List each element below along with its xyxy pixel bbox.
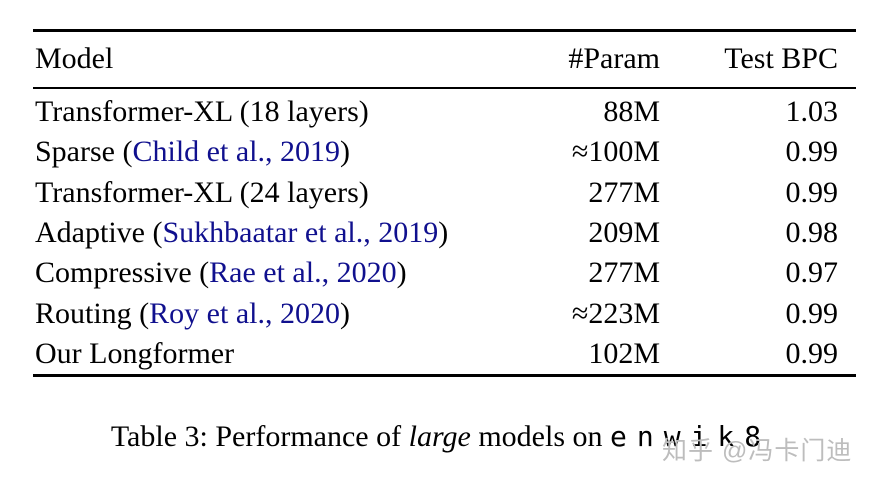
model-name-text: Transformer-XL (18 layers) [35,95,369,129]
bpc-value: 0.99 [785,296,839,330]
model-name-suffix: ) [339,135,350,169]
param-value: 102M [588,336,660,370]
table-row: Our Longformer 102M 0.99 [0,334,882,374]
table-top-rule [33,29,856,32]
table-body: Transformer-XL (18 layers) 88M 1.03 Spar… [0,92,882,374]
model-name-text: Transformer-XL (24 layers) [35,175,369,209]
table-header-row: Model #Param Test BPC [0,31,882,87]
param-value: ≈100M [571,135,660,169]
model-name-prefix: Sparse ( [35,135,133,169]
bpc-value: 0.98 [785,215,839,249]
model-name-suffix: ) [438,215,449,249]
caption-middle: models on [470,420,610,453]
model-name: Compressive (Rae et al., 2020) [35,258,407,288]
model-name: Sparse (Child et al., 2019) [35,137,350,167]
bpc-value: 0.99 [785,175,839,209]
table-mid-rule [33,87,856,89]
model-name-prefix: Routing ( [35,296,150,330]
table-row: Routing (Roy et al., 2020) ≈223M 0.99 [0,293,882,333]
citation-link[interactable]: Sukhbaatar et al., 2019 [162,215,439,249]
model-name: Transformer-XL (18 layers) [35,97,369,127]
bpc-value: 1.03 [785,95,839,129]
param-value: ≈223M [571,296,660,330]
model-name: Transformer-XL (24 layers) [35,175,369,209]
citation-link[interactable]: Rae et al., 2020 [209,256,397,290]
param-value: 88M [603,95,660,129]
table-row: Transformer-XL (18 layers) 88M 1.03 [0,92,882,132]
model-name-prefix: Adaptive ( [35,215,163,249]
table-bottom-rule [33,374,856,377]
table-caption: Table 3: Performance of large models on … [0,418,882,456]
table-row: Adaptive (Sukhbaatar et al., 2019) 209M … [0,213,882,253]
column-header-param: #Param [568,42,660,75]
model-name-suffix: ) [339,296,350,330]
bpc-value: 0.99 [785,135,839,169]
model-name: Adaptive (Sukhbaatar et al., 2019) [35,215,449,249]
param-value: 209M [588,215,660,249]
table-row: Compressive (Rae et al., 2020) 277M 0.97 [0,253,882,293]
citation-link[interactable]: Child et al., 2019 [132,135,340,169]
param-value: 277M [588,175,660,209]
model-name-suffix: ) [396,256,407,290]
model-name-text: Our Longformer [35,336,235,370]
table-row: Transformer-XL (24 layers) 277M 0.99 [0,173,882,213]
model-name: Routing (Roy et al., 2020) [35,296,350,330]
caption-prefix: Table 3: Performance of [110,420,409,453]
bpc-value: 0.97 [785,256,839,290]
model-name: Our Longformer [35,336,235,370]
caption-emphasis: large [408,420,471,453]
model-name-prefix: Compressive ( [35,256,210,290]
bpc-value: 0.99 [785,336,839,370]
param-value: 277M [588,256,660,290]
column-header-test-bpc: Test BPC [724,42,838,75]
column-header-model: Model [35,42,114,75]
citation-link[interactable]: Roy et al., 2020 [149,296,340,330]
caption-dataset-name: enwik8 [610,420,772,453]
table-row: Sparse (Child et al., 2019) ≈100M 0.99 [0,132,882,172]
